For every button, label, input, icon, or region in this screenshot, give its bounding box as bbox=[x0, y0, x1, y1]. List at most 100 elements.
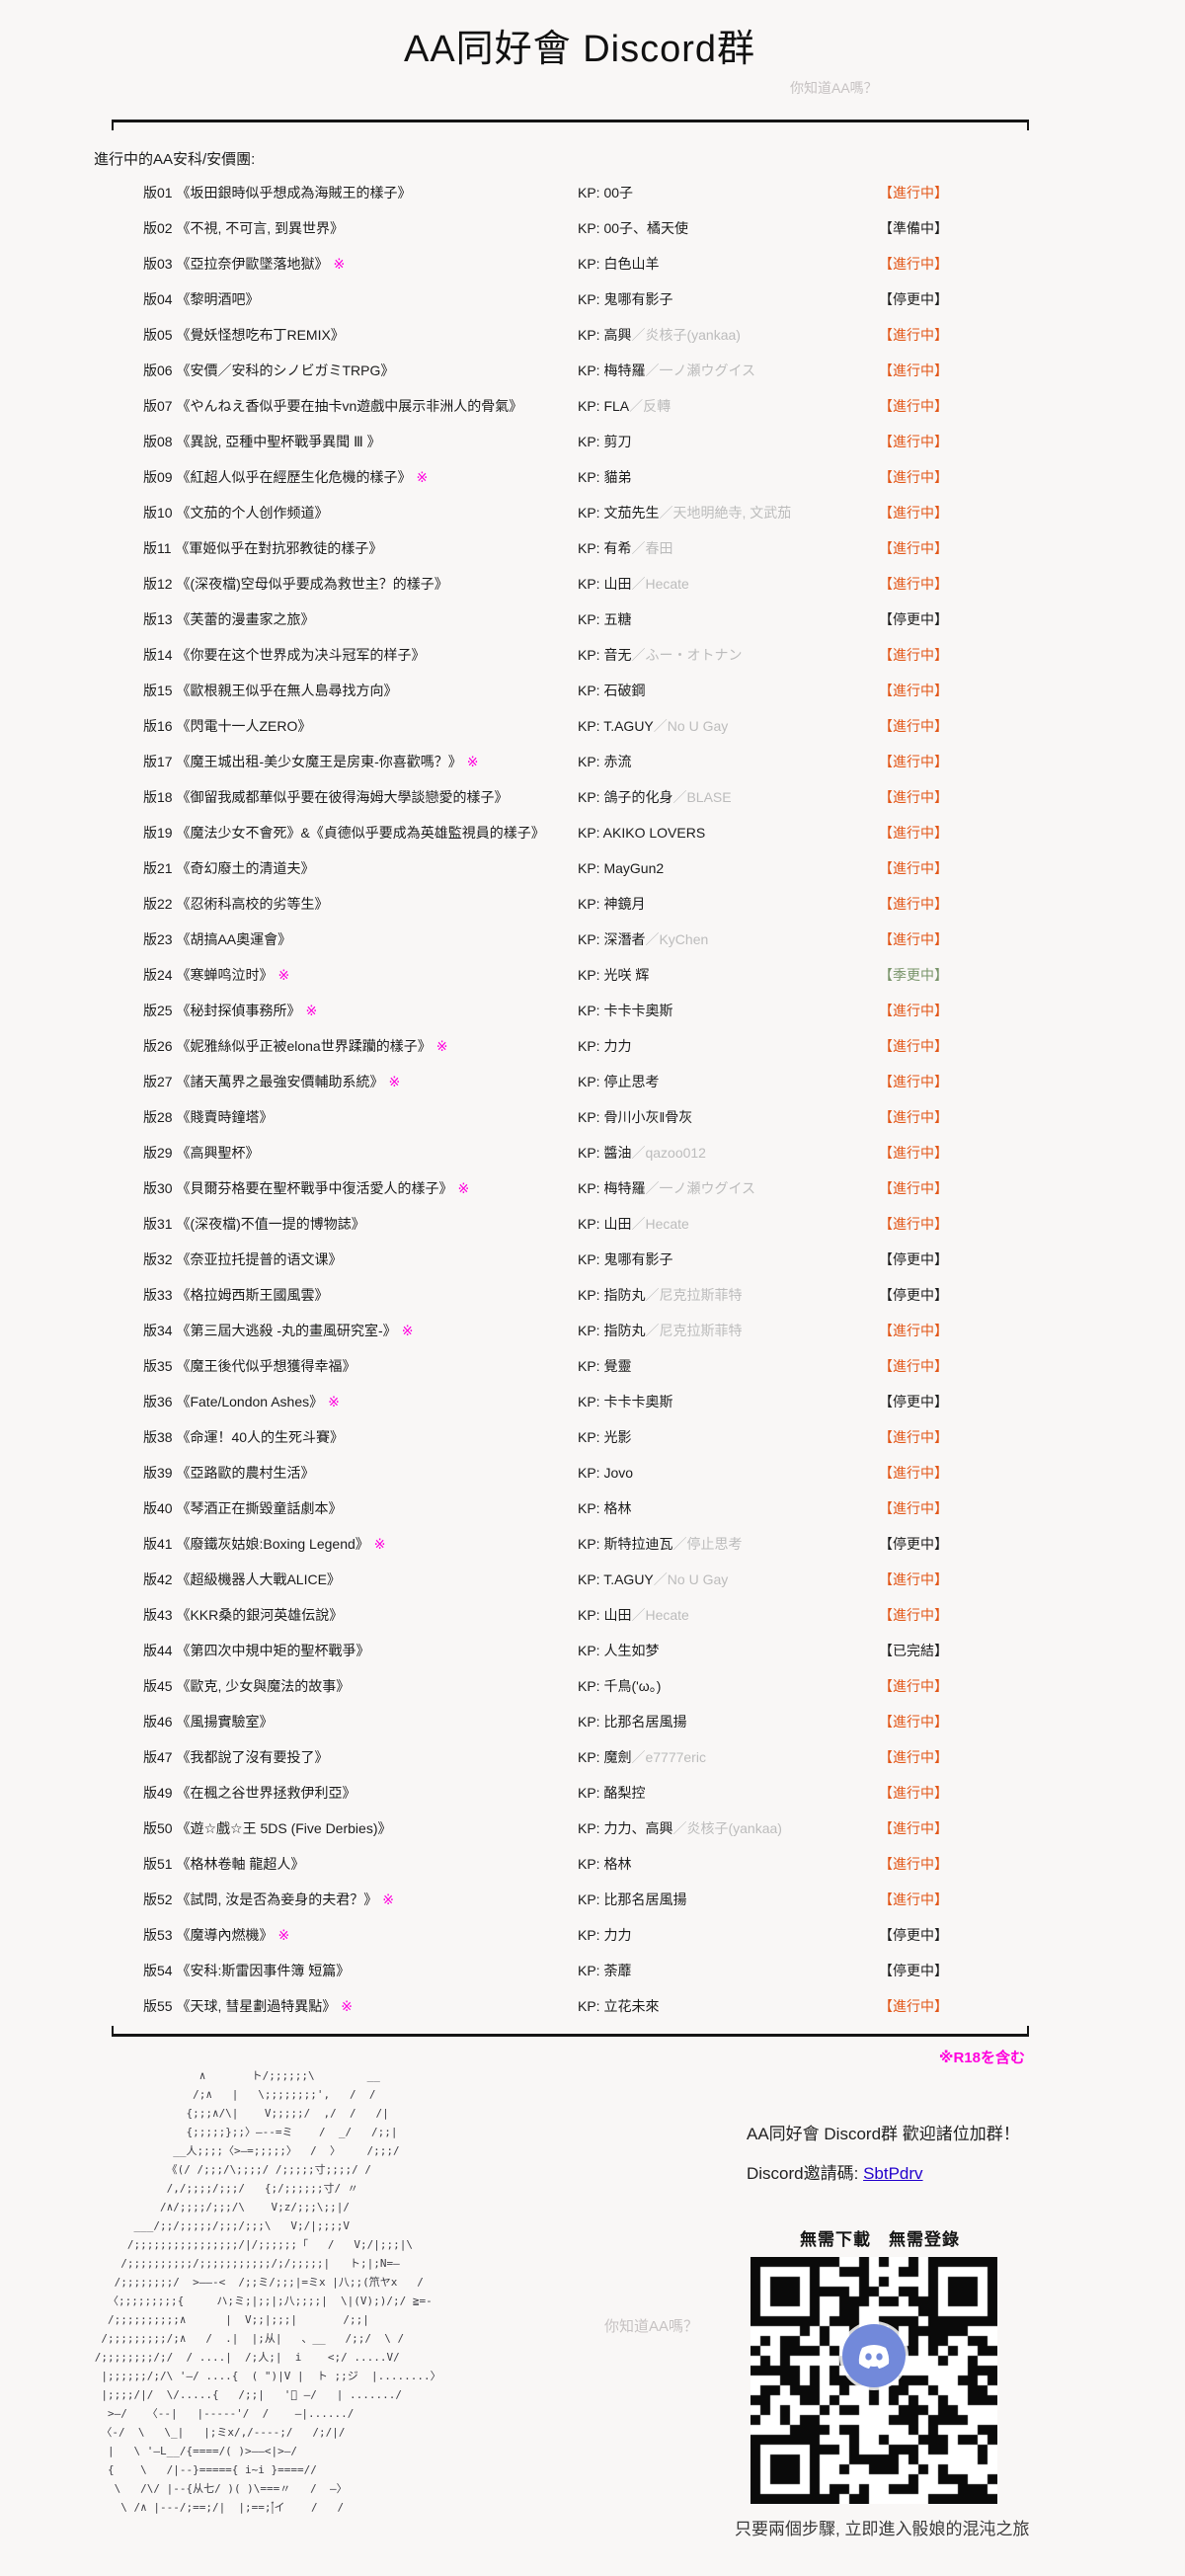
qr-code bbox=[750, 2257, 997, 2504]
serial-row: 版07 《やんねえ香似乎要在抽卡vn遊戲中展示非洲人的骨氣》 KP: FLA／反轉… bbox=[143, 388, 1160, 424]
row-number-and-title: 版24 《寒蝉鸣泣时》 ※ bbox=[143, 967, 290, 983]
row-number-and-title: 版32 《奈亚拉托提普的语文课》 bbox=[143, 1251, 343, 1267]
row-number-and-title: 版25 《秘封探偵事務所》 ※ bbox=[143, 1003, 318, 1018]
status-badge: 【進行中】 bbox=[879, 860, 948, 876]
kp-cell: KP: 停止思考 bbox=[578, 1074, 660, 1089]
kp-cell: KP: 醬油／qazoo012 bbox=[578, 1145, 706, 1161]
kp-cell: KP: 指防丸／尼克拉斯菲特 bbox=[578, 1287, 743, 1303]
serial-row: 版11 《軍姬似乎在對抗邪教徒的樣子》 KP: 有希／春田 【進行中】 bbox=[143, 530, 1160, 566]
kp-cell: KP: 魔劍／e7777eric bbox=[578, 1749, 706, 1765]
row-number-and-title: 版10 《文茄的个人创作频道》 bbox=[143, 505, 329, 521]
status-badge: 【進行中】 bbox=[879, 931, 948, 947]
kp-alias: ／尼克拉斯菲特 bbox=[645, 1323, 743, 1338]
status-badge: 【已完結】 bbox=[879, 1643, 948, 1658]
serial-row: 版36 《Fate/London Ashes》 ※ KP: 卡卡卡奧斯 【停更中】 bbox=[143, 1384, 1160, 1419]
serial-row: 版43 《KKR桑的銀河英雄伝說》 KP: 山田／Hecate 【進行中】 bbox=[143, 1597, 1160, 1633]
status-badge: 【停更中】 bbox=[879, 1927, 948, 1943]
kp-cell: KP: 指防丸／尼克拉斯菲特 bbox=[578, 1323, 743, 1338]
serial-row: 版41 《廢鐵灰姑娘:Boxing Legend》 ※ KP: 斯特拉迪瓦／停止思考… bbox=[143, 1526, 1160, 1562]
row-number-and-title: 版11 《軍姬似乎在對抗邪教徒的樣子》 bbox=[143, 540, 383, 556]
kp-cell: KP: 剪刀 bbox=[578, 434, 632, 449]
serial-row: 版19 《魔法少女不會死》&《貞德似乎要成為英雄監視員的樣子》 KP: AKIKO… bbox=[143, 815, 1160, 850]
serial-row: 版42 《超級機器人大戰ALICE》 KP: T.AGUY／No U Gay 【進行… bbox=[143, 1562, 1160, 1597]
top-rule bbox=[112, 120, 1029, 130]
serial-row: 版53 《魔導內燃機》 ※ KP: 力力 【停更中】 bbox=[143, 1917, 1160, 1953]
kp-alias: ／KyChen bbox=[645, 931, 709, 947]
serial-row: 版52 《試問, 汝是否為妾身的夫君？》 ※ KP: 比那名居風揚 【進行中】 bbox=[143, 1882, 1160, 1917]
row-number-and-title: 版34 《第三屆大逃殺 -丸的畫風研究室-》 ※ bbox=[143, 1323, 414, 1338]
r18-star-icon: ※ bbox=[277, 1927, 290, 1943]
kp-alias: ／BLASE bbox=[672, 789, 732, 805]
kp-cell: KP: FLA／反轉 bbox=[578, 398, 672, 414]
row-number-and-title: 版43 《KKR桑的銀河英雄伝說》 bbox=[143, 1607, 344, 1623]
row-number-and-title: 版42 《超級機器人大戰ALICE》 bbox=[143, 1571, 341, 1587]
row-number-and-title: 版23 《胡搞AA奧運會》 bbox=[143, 931, 292, 947]
row-number-and-title: 版08 《異說, 亞種中聖杯戰爭異聞 Ⅲ 》 bbox=[143, 434, 381, 449]
row-number-and-title: 版15 《歐根親王似乎在無人島尋找方向》 bbox=[143, 683, 398, 698]
r18-star-icon: ※ bbox=[416, 469, 429, 485]
serial-row: 版32 《奈亚拉托提普的语文课》 KP: 鬼哪有影子 【停更中】 bbox=[143, 1242, 1160, 1277]
kp-cell: KP: 光咲 辉 bbox=[578, 967, 650, 983]
serial-row: 版34 《第三屆大逃殺 -丸的畫風研究室-》 ※ KP: 指防丸／尼克拉斯菲特 【進行… bbox=[143, 1313, 1160, 1348]
kp-cell: KP: 鬼哪有影子 bbox=[578, 1251, 673, 1267]
kp-alias: ／反轉 bbox=[629, 398, 672, 414]
kp-cell: KP: 覺靈 bbox=[578, 1358, 632, 1374]
kp-cell: KP: 音无／ふー・オトナン bbox=[578, 647, 743, 663]
row-number-and-title: 版01 《坂田銀時似乎想成為海賊王的樣子》 bbox=[143, 185, 412, 201]
status-badge: 【進行中】 bbox=[879, 185, 948, 201]
row-number-and-title: 版54 《安科:斯雷因事件簿 短篇》 bbox=[143, 1963, 351, 1978]
kp-alias: ／Hecate bbox=[631, 1607, 689, 1623]
serial-row: 版24 《寒蝉鸣泣时》 ※ KP: 光咲 辉 【季更中】 bbox=[143, 957, 1160, 993]
serial-row: 版40 《琴酒正在撕毀童話劇本》 KP: 格林 【進行中】 bbox=[143, 1490, 1160, 1526]
row-number-and-title: 版50 《遊☆戲☆王 5DS (Five Derbies)》 bbox=[143, 1820, 392, 1836]
serial-row: 版47 《我都說了沒有要投了》 KP: 魔劍／e7777eric 【進行中】 bbox=[143, 1739, 1160, 1775]
kp-alias: ／qazoo012 bbox=[631, 1145, 706, 1161]
intro-text: 進行中的AA安科/安價團: bbox=[94, 151, 256, 168]
kp-cell: KP: 酪梨控 bbox=[578, 1785, 646, 1801]
status-badge: 【季更中】 bbox=[879, 967, 948, 983]
kp-cell: KP: 力力 bbox=[578, 1927, 632, 1943]
kp-cell: KP: Jovo bbox=[578, 1465, 634, 1481]
kp-alias: ／炎核子(yankaa) bbox=[672, 1820, 782, 1836]
kp-alias: ／Hecate bbox=[631, 576, 689, 592]
kp-cell: KP: 鴿子的化身／BLASE bbox=[578, 789, 732, 805]
kp-cell: KP: 貓弟 bbox=[578, 469, 632, 485]
row-number-and-title: 版04 《黎明酒吧》 bbox=[143, 291, 260, 307]
kp-cell: KP: 深潛者／KyChen bbox=[578, 931, 709, 947]
status-badge: 【進行中】 bbox=[879, 825, 948, 841]
status-badge: 【進行中】 bbox=[879, 789, 948, 805]
kp-cell: KP: 梅特羅／一ノ瀬ウグイス bbox=[578, 1180, 756, 1196]
status-badge: 【進行中】 bbox=[879, 1785, 948, 1801]
status-badge: 【進行中】 bbox=[879, 1109, 948, 1125]
serial-row: 版46 《風揚實驗室》 KP: 比那名居風揚 【進行中】 bbox=[143, 1704, 1160, 1739]
r18-star-icon: ※ bbox=[341, 1998, 353, 2014]
status-badge: 【進行中】 bbox=[879, 1820, 948, 1836]
r18-star-icon: ※ bbox=[457, 1180, 470, 1196]
kp-alias: ／停止思考 bbox=[672, 1536, 743, 1552]
status-badge: 【進行中】 bbox=[879, 754, 948, 769]
discord-logo-icon bbox=[842, 2324, 906, 2387]
row-number-and-title: 版27 《諸天萬界之最強安價輔助系統》 ※ bbox=[143, 1074, 401, 1089]
kp-cell: KP: 力力、高興／炎核子(yankaa) bbox=[578, 1820, 782, 1836]
r18-star-icon: ※ bbox=[333, 256, 346, 272]
status-badge: 【進行中】 bbox=[879, 256, 948, 272]
kp-cell: KP: 文茄先生／天地明絶寺, 文武茄 bbox=[578, 505, 792, 521]
status-badge: 【進行中】 bbox=[879, 469, 948, 485]
serial-row: 版03 《亞拉奈伊歐墜落地獄》 ※ KP: 白色山羊 【進行中】 bbox=[143, 246, 1160, 282]
r18-star-icon: ※ bbox=[277, 967, 290, 983]
invite-code-link[interactable]: SbtPdrv bbox=[863, 2164, 923, 2183]
status-badge: 【進行中】 bbox=[879, 1358, 948, 1374]
row-number-and-title: 版49 《在楓之谷世界拯救伊利亞》 bbox=[143, 1785, 356, 1801]
status-badge: 【停更中】 bbox=[879, 1536, 948, 1552]
kp-cell: KP: 梅特羅／一ノ瀬ウグイス bbox=[578, 362, 756, 378]
row-number-and-title: 版55 《天球, 彗星劃過特異點》 ※ bbox=[143, 1998, 353, 2014]
status-badge: 【進行中】 bbox=[879, 1074, 948, 1089]
status-badge: 【進行中】 bbox=[879, 540, 948, 556]
serial-row: 版27 《諸天萬界之最強安價輔助系統》 ※ KP: 停止思考 【進行中】 bbox=[143, 1064, 1160, 1099]
kp-cell: KP: 人生如梦 bbox=[578, 1643, 660, 1658]
row-number-and-title: 版39 《亞路歐的農村生活》 bbox=[143, 1465, 315, 1481]
row-number-and-title: 版40 《琴酒正在撕毀童話劇本》 bbox=[143, 1500, 343, 1516]
serial-row: 版23 《胡搞AA奧運會》 KP: 深潛者／KyChen 【進行中】 bbox=[143, 922, 1160, 957]
status-badge: 【進行中】 bbox=[879, 1607, 948, 1623]
invite-line: Discord邀請碼: SbtPdrv bbox=[747, 2159, 923, 2184]
